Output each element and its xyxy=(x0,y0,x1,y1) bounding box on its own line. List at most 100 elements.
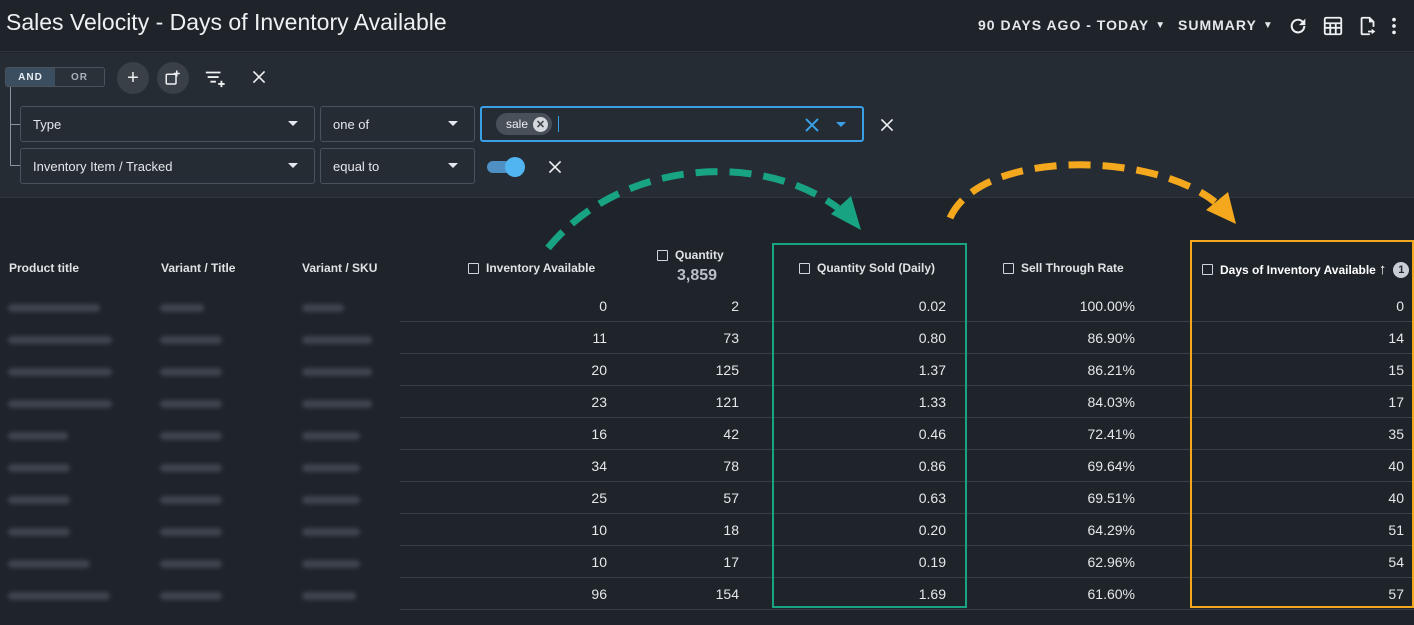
view-mode-dropdown[interactable]: SUMMARY ▼ xyxy=(1178,17,1274,33)
col-label: Days of Inventory Available xyxy=(1220,262,1376,277)
redacted-variant-sku xyxy=(302,496,360,504)
row-divider xyxy=(400,449,1414,450)
cell-inventory-available: 34 xyxy=(591,458,607,474)
orange-arrow-path xyxy=(946,161,1218,220)
table-row[interactable]: 96 154 1.69 61.60% 57 xyxy=(0,578,1414,610)
quantity-total: 3,859 xyxy=(677,267,718,284)
table-row[interactable]: 10 17 0.19 62.96% 54 xyxy=(0,546,1414,578)
cell-quantity: 154 xyxy=(715,586,739,602)
tree-connector xyxy=(10,87,11,165)
tracked-toggle[interactable] xyxy=(487,157,525,177)
redacted-variant-sku xyxy=(302,432,360,440)
table-row[interactable]: 16 42 0.46 72.41% 35 xyxy=(0,418,1414,450)
col-days-of-inventory[interactable]: Days of Inventory Available ↑ 1 xyxy=(1202,261,1410,278)
redacted-variant-title xyxy=(160,432,222,440)
filter-field-select[interactable]: Inventory Item / Tracked xyxy=(20,148,315,184)
chip-label: sale xyxy=(506,117,529,131)
redacted-variant-sku xyxy=(302,464,360,472)
redacted-variant-sku xyxy=(302,400,372,408)
cell-days-of-inventory: 15 xyxy=(1388,362,1404,378)
caret-down-icon[interactable] xyxy=(836,122,846,127)
redacted-product-title xyxy=(8,304,100,312)
cell-inventory-available: 0 xyxy=(599,298,607,314)
cell-inventory-available: 10 xyxy=(591,522,607,538)
filter-operator-value: one of xyxy=(333,116,370,132)
cell-quantity: 121 xyxy=(715,394,739,410)
row-divider xyxy=(400,321,1414,322)
table-row[interactable]: 0 2 0.02 100.00% 0 xyxy=(0,290,1414,322)
text-cursor xyxy=(558,116,560,132)
remove-filter-close-icon[interactable] xyxy=(878,116,896,134)
cell-sell-through-rate: 69.64% xyxy=(1087,458,1135,474)
filter-add-icon[interactable] xyxy=(203,66,227,90)
chevron-down-icon: ▼ xyxy=(1155,19,1167,31)
col-variant-title[interactable]: Variant / Title xyxy=(161,261,235,275)
col-quantity[interactable]: Quantity xyxy=(657,248,724,262)
filter-field-value: Inventory Item / Tracked xyxy=(33,158,173,174)
cell-days-of-inventory: 54 xyxy=(1388,554,1404,570)
cell-quantity-sold-daily: 1.33 xyxy=(918,394,946,410)
filter-field-value: Type xyxy=(33,116,62,132)
table-row[interactable]: 34 78 0.86 69.64% 40 xyxy=(0,450,1414,482)
page-title: Sales Velocity - Days of Inventory Avail… xyxy=(6,9,447,35)
redacted-product-title xyxy=(8,336,112,344)
col-label: Inventory Available xyxy=(486,261,596,275)
cell-quantity-sold-daily: 0.19 xyxy=(918,554,946,570)
col-product-title[interactable]: Product title xyxy=(9,261,79,275)
column-checkbox[interactable] xyxy=(1202,264,1213,275)
page-header: Sales Velocity - Days of Inventory Avail… xyxy=(0,0,1414,52)
add-filter-button[interactable]: + xyxy=(117,62,149,94)
cell-quantity: 18 xyxy=(723,522,739,538)
col-variant-sku[interactable]: Variant / SKU xyxy=(302,261,377,275)
table-row[interactable]: 23 121 1.33 84.03% 17 xyxy=(0,386,1414,418)
logic-toggle[interactable]: AND OR xyxy=(5,67,105,87)
filter-operator-select[interactable]: one of xyxy=(320,106,475,142)
more-vertical-icon[interactable] xyxy=(1387,14,1401,38)
green-arrow-path xyxy=(545,168,841,251)
cell-inventory-available: 96 xyxy=(591,586,607,602)
table-row[interactable]: 10 18 0.20 64.29% 51 xyxy=(0,514,1414,546)
clear-value-icon[interactable] xyxy=(805,118,819,132)
add-group-button[interactable] xyxy=(157,62,189,94)
remove-chip-icon[interactable]: ✕ xyxy=(533,116,549,132)
filter-field-select[interactable]: Type xyxy=(20,106,315,142)
redacted-product-title xyxy=(8,528,70,536)
col-label: Quantity Sold (Daily) xyxy=(817,261,936,275)
remove-filter-close-icon[interactable] xyxy=(546,158,564,176)
cell-days-of-inventory: 40 xyxy=(1388,458,1404,474)
cell-quantity: 73 xyxy=(723,330,739,346)
view-mode-label: SUMMARY xyxy=(1178,17,1257,33)
table-row[interactable]: 25 57 0.63 69.51% 40 xyxy=(0,482,1414,514)
cell-quantity-sold-daily: 0.20 xyxy=(918,522,946,538)
col-quantity-sold-daily[interactable]: Quantity Sold (Daily) xyxy=(799,261,935,275)
col-inventory-available[interactable]: Inventory Available xyxy=(468,261,595,275)
column-checkbox[interactable] xyxy=(657,249,668,261)
refresh-icon[interactable] xyxy=(1286,14,1310,38)
column-checkbox[interactable] xyxy=(468,262,479,274)
cell-quantity-sold-daily: 1.69 xyxy=(918,586,946,602)
redacted-variant-title xyxy=(160,592,222,600)
date-range-dropdown[interactable]: 90 DAYS AGO - TODAY ▼ xyxy=(978,17,1166,33)
table-row[interactable]: 20 125 1.37 86.21% 15 xyxy=(0,354,1414,386)
column-checkbox[interactable] xyxy=(799,262,810,274)
cell-quantity-sold-daily: 0.02 xyxy=(918,298,946,314)
and-option[interactable]: AND xyxy=(6,68,55,86)
export-icon[interactable] xyxy=(1356,14,1380,38)
filter-value-multiselect[interactable]: sale ✕ xyxy=(480,106,864,142)
filter-operator-select[interactable]: equal to xyxy=(320,148,475,184)
redacted-variant-title xyxy=(160,464,222,472)
redacted-product-title xyxy=(8,432,68,440)
cell-inventory-available: 25 xyxy=(591,490,607,506)
caret-down-icon xyxy=(288,163,298,168)
caret-down-icon xyxy=(448,163,458,168)
clear-filters-close-icon[interactable] xyxy=(249,67,269,87)
table-row[interactable]: 11 73 0.80 86.90% 14 xyxy=(0,322,1414,354)
table-layout-icon[interactable] xyxy=(1321,14,1345,38)
col-sell-through-rate[interactable]: Sell Through Rate xyxy=(1003,261,1124,275)
or-option[interactable]: OR xyxy=(55,68,104,86)
column-checkbox[interactable] xyxy=(1003,262,1014,274)
chevron-down-icon: ▼ xyxy=(1262,19,1274,31)
redacted-variant-sku xyxy=(302,592,356,600)
cell-quantity-sold-daily: 1.37 xyxy=(918,362,946,378)
redacted-variant-sku xyxy=(302,304,344,312)
